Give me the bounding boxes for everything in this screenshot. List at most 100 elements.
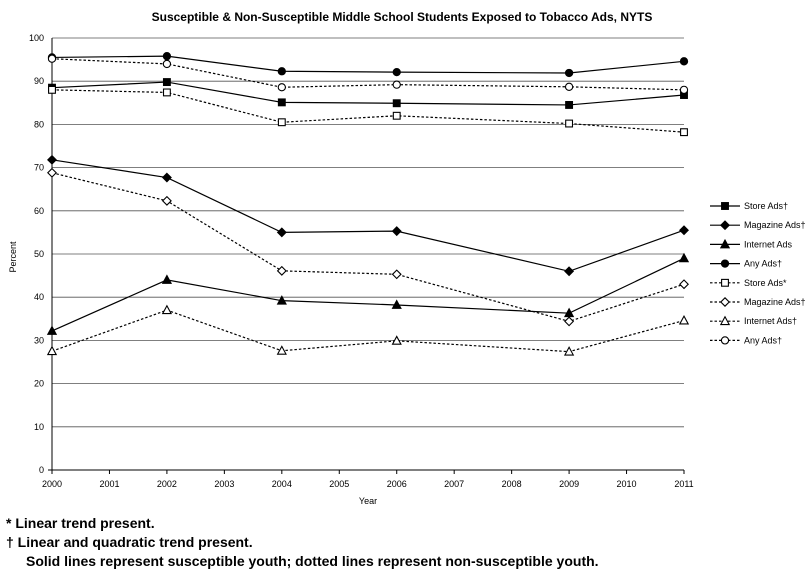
data-point: [47, 54, 57, 63]
x-tick-label: 2010: [617, 479, 637, 489]
x-tick-label: 2001: [99, 479, 119, 489]
data-point: [46, 325, 58, 335]
data-point: [162, 51, 172, 61]
gridlines: [52, 37, 684, 428]
data-point: [46, 345, 58, 356]
data-point: [161, 172, 172, 183]
data-point: [277, 67, 286, 76]
line-chart: Susceptible & Non-Susceptible Middle Sch…: [8, 10, 806, 506]
legend-label: Any Ads†: [744, 259, 782, 269]
data-point: [277, 118, 286, 127]
data-point: [678, 252, 690, 263]
legend-marker: [720, 336, 730, 345]
data-point: [564, 82, 574, 91]
data-point: [392, 80, 401, 89]
data-point: [565, 119, 574, 128]
series-susceptible-1: [47, 154, 689, 277]
legend-entry: Internet Ads: [710, 238, 793, 249]
series-non-susceptible-5: [47, 167, 689, 327]
legend-entry: Any Ads†: [710, 259, 782, 269]
legend: Store Ads† Magazine Ads† Internet Ads Any A…: [710, 201, 806, 345]
legend-label: Store Ads†: [744, 201, 788, 211]
data-point: [276, 265, 287, 276]
legend-label: Any Ads†: [744, 335, 782, 345]
data-point: [161, 195, 172, 206]
legend-entry: Internet Ads†: [710, 315, 797, 326]
y-axis-label: Percent: [8, 241, 18, 273]
y-tick-label: 40: [34, 292, 44, 302]
legend-entry: Store Ads†: [710, 201, 788, 211]
legend-marker: [720, 297, 730, 307]
y-tick-label: 20: [34, 379, 44, 389]
y-tick-label: 0: [39, 465, 44, 475]
data-point: [679, 57, 689, 66]
x-tick-label: 2009: [559, 479, 579, 489]
legend-entry: Magazine Ads†: [710, 220, 806, 230]
data-point: [392, 99, 401, 108]
data-point: [276, 295, 287, 305]
y-tick-label: 80: [34, 119, 44, 129]
data-point: [391, 335, 402, 345]
data-point: [392, 111, 401, 120]
y-tick-label: 70: [34, 163, 44, 173]
x-tick-label: 2011: [674, 479, 693, 489]
legend-marker: [719, 315, 731, 326]
x-tick-label: 2006: [387, 479, 407, 489]
data-point: [564, 316, 575, 327]
data-point: [276, 345, 287, 355]
footnote-line-styles: Solid lines represent susceptible youth;…: [26, 553, 599, 569]
data-point: [161, 274, 173, 284]
legend-entry: Magazine Ads†: [710, 297, 806, 307]
data-point: [679, 225, 689, 236]
data-point: [277, 83, 286, 92]
data-point: [391, 269, 402, 280]
x-tick-label: 2004: [272, 479, 292, 489]
data-point: [48, 85, 56, 94]
x-tick-label: 2003: [214, 479, 234, 489]
y-tick-label: 90: [34, 76, 44, 86]
data-point: [391, 226, 402, 237]
series-lines: [46, 51, 690, 356]
x-tick-label: 2005: [329, 479, 349, 489]
legend-entry: Any Ads†: [710, 335, 782, 345]
data-point: [564, 68, 574, 78]
series-line: [51, 159, 685, 272]
data-point: [678, 314, 690, 325]
data-point: [564, 266, 575, 277]
footnotes: * Linear trend present. † Linear and qua…: [6, 514, 806, 571]
y-tick-label: 10: [34, 422, 44, 432]
y-tick-label: 30: [34, 335, 44, 345]
legend-marker: [719, 238, 731, 249]
data-point: [162, 88, 171, 97]
data-point: [162, 78, 171, 87]
legend-marker: [721, 278, 729, 287]
series-line: [51, 309, 685, 353]
series-line: [51, 58, 685, 91]
chart-title: Susceptible & Non-Susceptible Middle Sch…: [152, 10, 653, 24]
x-axis-label: Year: [359, 496, 377, 506]
data-point: [47, 167, 57, 178]
legend-label: Internet Ads: [744, 239, 793, 249]
data-point: [277, 98, 286, 107]
legend-marker: [720, 259, 730, 268]
series-non-susceptible-6: [46, 304, 690, 356]
x-tick-label: 2007: [444, 479, 464, 489]
axes: [48, 38, 685, 474]
data-point: [565, 101, 574, 109]
legend-label: Internet Ads†: [744, 316, 797, 326]
data-point: [161, 304, 173, 315]
x-tick-label: 2002: [157, 479, 177, 489]
series-line: [51, 172, 685, 323]
series-non-susceptible-4: [48, 85, 688, 137]
data-point: [679, 279, 689, 290]
footnote-linear: * Linear trend present.: [6, 515, 155, 531]
legend-marker: [720, 220, 730, 231]
series-non-susceptible-7: [47, 54, 689, 94]
legend-label: Magazine Ads†: [744, 220, 806, 230]
series-susceptible-0: [48, 78, 688, 109]
series-line: [51, 257, 685, 332]
series-susceptible-3: [47, 51, 689, 78]
x-tick-labels: 2000 2001 2002 2003 2004 2005 2006 2007 2008 2009…: [42, 479, 694, 489]
y-tick-label: 50: [34, 249, 44, 259]
x-tick-label: 2008: [502, 479, 522, 489]
